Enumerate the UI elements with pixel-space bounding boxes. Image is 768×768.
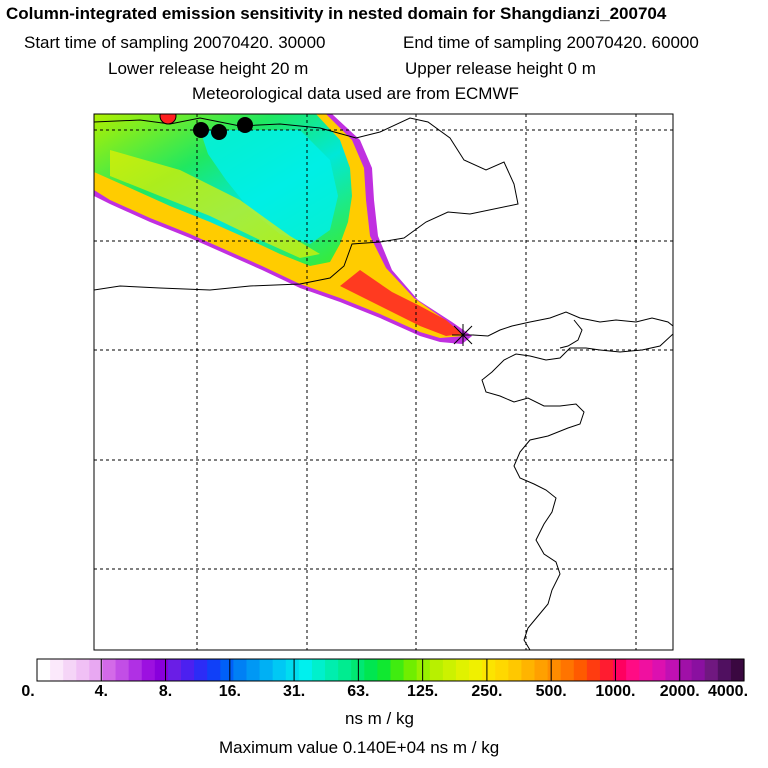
start-time-label: Start time of sampling 20070420. 30000: [24, 33, 326, 52]
colorbar-segment: [325, 659, 339, 681]
colorbar-segment: [167, 659, 182, 681]
met-data-label: Meteorological data used are from ECMWF: [192, 84, 519, 103]
lower-release-label: Lower release height 20 m: [108, 59, 309, 78]
colorbar-segment: [246, 659, 261, 681]
colorbar-segment: [429, 659, 444, 681]
colorbar-segment: [665, 659, 680, 681]
grid-lines: [94, 114, 673, 650]
colorbar-segment: [495, 659, 509, 681]
release-point-1: [193, 122, 209, 138]
colorbar-segment: [364, 659, 378, 681]
colorbar-tick-label: 16.: [218, 683, 241, 700]
colorbar-tick-label: 31.: [282, 683, 306, 700]
colorbar-segment: [181, 659, 195, 681]
colorbar-segment: [508, 659, 523, 681]
colorbar-segment: [272, 659, 287, 681]
colorbar-segment: [586, 659, 601, 681]
colorbar-segment: [220, 659, 234, 681]
colorbar-segment: [573, 659, 588, 681]
colorbar-segment: [194, 659, 208, 681]
colorbar-segment: [298, 659, 313, 681]
end-time-label: End time of sampling 20070420. 60000: [403, 33, 699, 52]
colorbar-tick-label: 125.: [407, 683, 439, 700]
colorbar-segment: [154, 659, 169, 681]
colorbar-segment: [652, 659, 667, 681]
colorbar-segment: [50, 659, 64, 681]
coastlines: [94, 117, 673, 650]
colorbar-segment: [338, 659, 352, 681]
colorbar-segment: [76, 659, 90, 681]
colorbar-segment: [128, 659, 143, 681]
colorbar-tick-label: 8.: [158, 683, 173, 700]
plume-core: [340, 270, 462, 336]
colorbar-segment: [403, 659, 418, 681]
colorbar-tick-label: 4.: [94, 683, 108, 700]
colorbar-segment: [639, 659, 653, 681]
colorbar-tick-label: 63.: [347, 683, 370, 700]
colorbar-segment: [207, 659, 221, 681]
colorbar-segment: [442, 659, 457, 681]
colorbar-segment: [63, 659, 77, 681]
colorbar-segment: [102, 659, 117, 681]
units-label: ns m / kg: [345, 709, 414, 728]
colorbar-segment: [469, 659, 483, 681]
plume-cyan-core: [200, 130, 338, 244]
release-point-3: [237, 117, 253, 133]
colorbar-segment: [626, 659, 640, 681]
max-value-label: Maximum value 0.140E+04 ns m / kg: [219, 738, 500, 757]
colorbar-segment: [259, 659, 274, 681]
colorbar-segment: [691, 659, 706, 681]
release-point-2: [211, 124, 227, 140]
colorbar-segment: [678, 659, 693, 681]
colorbar-segment: [89, 659, 104, 681]
colorbar-segment: [717, 659, 732, 681]
colorbar-segment: [311, 659, 326, 681]
release-point-red: [159, 114, 177, 125]
colorbar-segment: [141, 659, 156, 681]
colorbar-tick-label: 250.: [471, 683, 503, 700]
colorbar-segment: [730, 659, 745, 681]
map-frame: [93, 113, 674, 651]
colorbar-tick-label: 4000.: [707, 683, 749, 700]
colorbar-segment: [233, 659, 248, 681]
colorbar-segment: [416, 659, 431, 681]
receptor-marker-icon: [452, 324, 474, 346]
colorbar-segment: [521, 659, 536, 681]
colorbar-segment: [37, 659, 51, 681]
colorbar-segment: [285, 659, 300, 681]
colorbar-tick-label: 0.: [21, 683, 35, 700]
colorbar-segment: [547, 659, 562, 681]
colorbar-segment: [115, 659, 130, 681]
colorbar-segment: [390, 659, 405, 681]
upper-release-label: Upper release height 0 m: [405, 59, 596, 78]
chart-title: Column-integrated emission sensitivity i…: [6, 4, 667, 23]
colorbar-tick-label: 1000.: [595, 683, 636, 700]
plume-yellow-strip: [110, 150, 320, 258]
colorbar-segment: [599, 659, 614, 681]
colorbar-tick-label: 500.: [535, 683, 567, 700]
colorbar-segment: [534, 659, 549, 681]
colorbar-segment: [377, 659, 392, 681]
colorbar-segment: [560, 659, 575, 681]
colorbar-frame: [36, 658, 745, 682]
map-area: [94, 114, 673, 650]
colorbar-segment: [704, 659, 719, 681]
colorbar-segment: [613, 659, 627, 681]
colorbar-tick-label: 2000.: [659, 683, 700, 700]
colorbar-segment: [455, 659, 470, 681]
colorbar-segment: [482, 659, 496, 681]
